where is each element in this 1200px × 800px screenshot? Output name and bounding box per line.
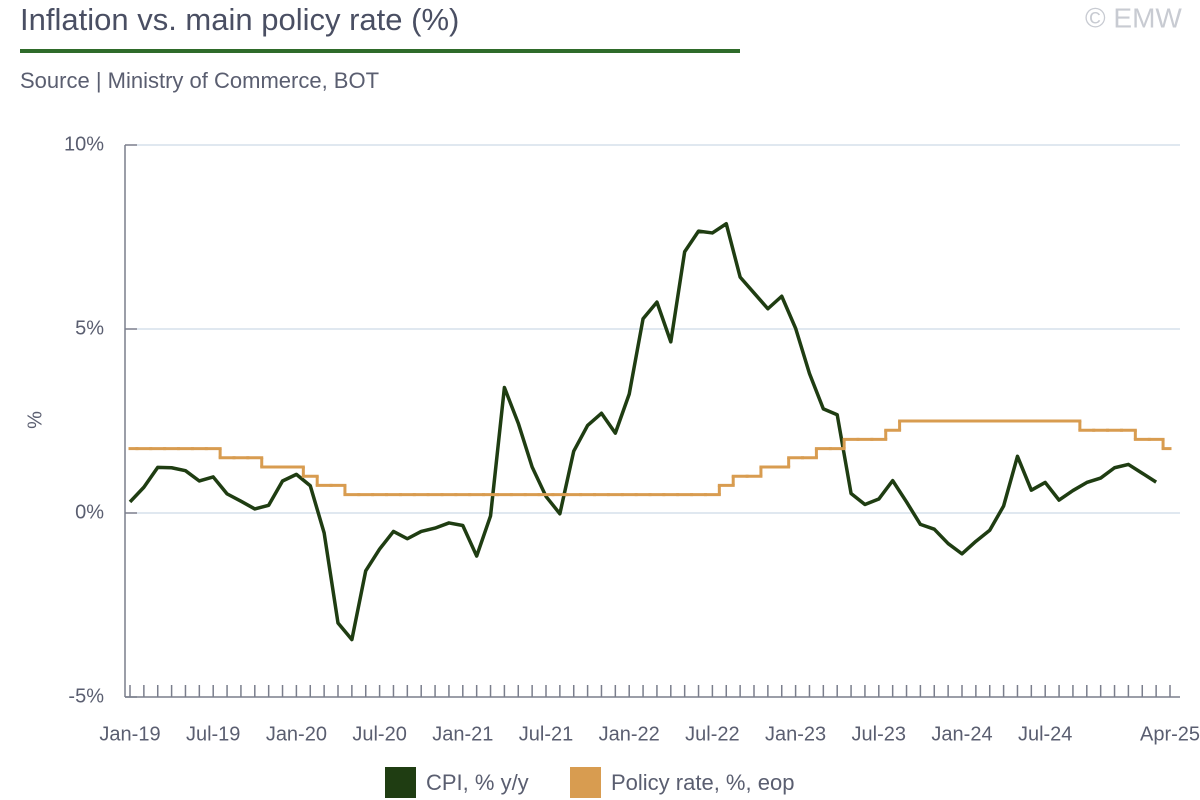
x-tick-label: Apr-25 — [1140, 723, 1200, 745]
y-axis-label: % — [24, 411, 46, 429]
x-tick-label: Jan-21 — [432, 723, 493, 745]
x-tick-label: Jul-20 — [352, 723, 406, 745]
x-tick-label: Jul-24 — [1018, 723, 1072, 745]
y-tick-label: 0% — [75, 501, 104, 523]
cpi-line — [128, 222, 1158, 642]
x-tick-label: Jul-23 — [852, 723, 906, 745]
x-tick-label: Jul-22 — [685, 723, 739, 745]
x-tick-label: Jan-24 — [931, 723, 992, 745]
title-underline — [20, 49, 740, 53]
x-tick-label: Jan-19 — [99, 723, 160, 745]
legend-label: Policy rate, %, eop — [611, 770, 794, 795]
x-tick-label: Jan-23 — [765, 723, 826, 745]
y-tick-label: -5% — [68, 685, 104, 707]
x-tick-label: Jan-20 — [266, 723, 327, 745]
legend-swatch — [570, 767, 601, 798]
watermark: © EMW — [1085, 2, 1182, 33]
y-tick-label: 10% — [64, 133, 104, 155]
x-tick-label: Jul-19 — [186, 723, 240, 745]
chart-title: Inflation vs. main policy rate (%) — [20, 2, 459, 37]
x-tick-label: Jan-22 — [599, 723, 660, 745]
legend-swatch — [385, 767, 416, 798]
subtitle: Source | Ministry of Commerce, BOT — [20, 68, 379, 93]
legend-label: CPI, % y/y — [426, 770, 529, 795]
x-tick-label: Jul-21 — [519, 723, 573, 745]
y-tick-label: 5% — [75, 317, 104, 339]
